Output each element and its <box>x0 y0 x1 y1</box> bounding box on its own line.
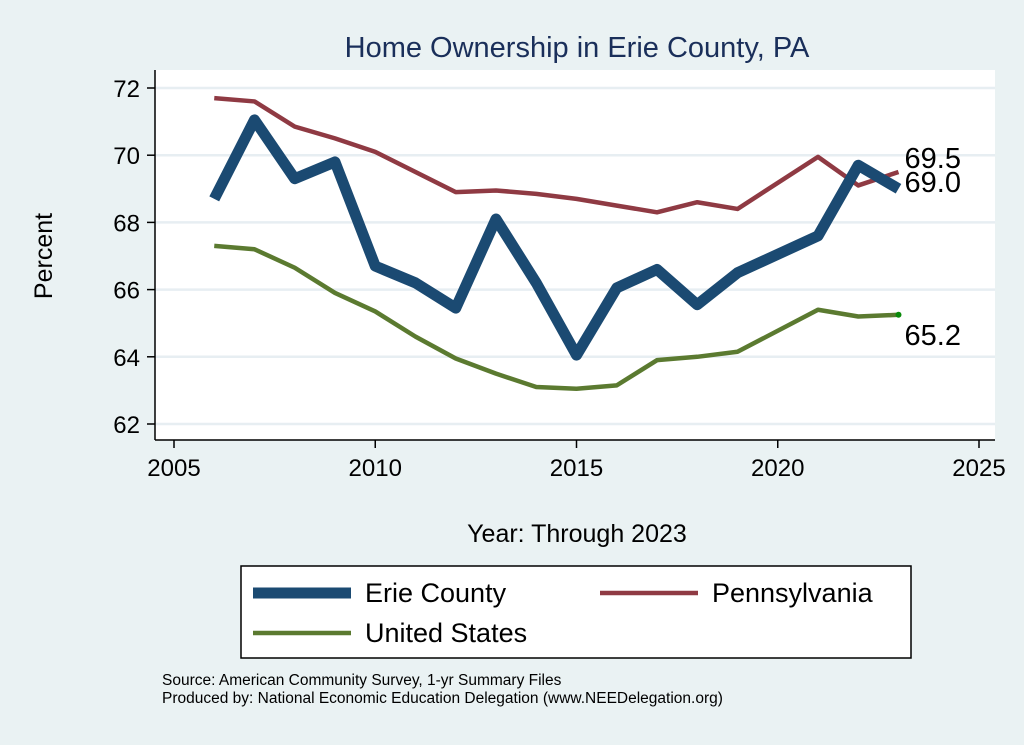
y-tick-label: 72 <box>113 76 140 103</box>
series-line-erie-county <box>209 114 902 361</box>
y-axis-label: Percent <box>30 213 58 299</box>
end-label: 65.2 <box>905 320 961 352</box>
y-tick-label: 62 <box>113 412 140 439</box>
x-tick-label: 2005 <box>147 455 200 482</box>
plot-area <box>155 70 995 440</box>
series-end-marker <box>895 311 902 318</box>
y-tick-label: 70 <box>113 143 140 170</box>
source-note: Source: American Community Survey, 1-yr … <box>162 672 562 689</box>
producer-note: Produced by: National Economic Education… <box>162 690 723 707</box>
series-line-pennsylvania <box>214 95 900 215</box>
legend-label: Erie County <box>365 578 507 608</box>
legend <box>240 565 912 659</box>
x-tick-label: 2015 <box>550 455 603 482</box>
end-label: 69.5 <box>905 143 961 175</box>
x-tick-label: 2025 <box>952 455 1005 482</box>
x-axis-label: Year: Through 2023 <box>467 520 687 548</box>
series-line-united-states <box>214 243 899 391</box>
end-label: 69.0 <box>905 167 961 199</box>
x-tick-label: 2020 <box>751 455 804 482</box>
x-tick-label: 2010 <box>349 455 402 482</box>
y-tick-label: 64 <box>113 345 140 372</box>
y-tick-label: 66 <box>113 278 140 305</box>
y-tick-label: 68 <box>113 210 140 237</box>
chart-title: Home Ownership in Erie County, PA <box>345 32 810 64</box>
legend-label: United States <box>365 618 527 648</box>
legend-label: Pennsylvania <box>712 578 874 608</box>
